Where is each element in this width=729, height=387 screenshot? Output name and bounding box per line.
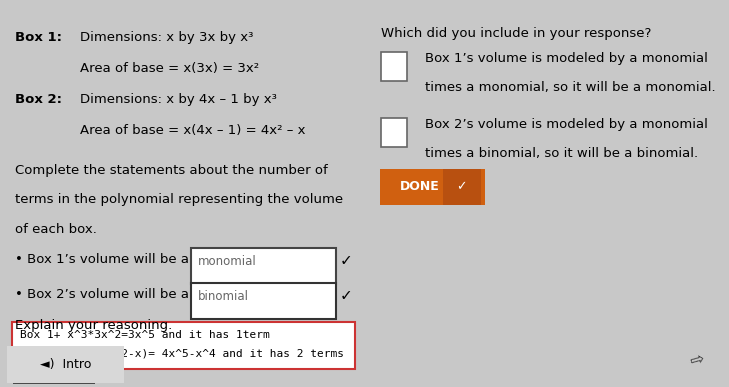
Text: ✓: ✓	[456, 180, 467, 193]
Text: Area of base = x(3x) = 3x²: Area of base = x(3x) = 3x²	[80, 62, 259, 75]
Text: Box 1’s volume is modeled by a monomial: Box 1’s volume is modeled by a monomial	[425, 52, 708, 65]
Text: times a monomial, so it will be a monomial.: times a monomial, so it will be a monomi…	[425, 81, 716, 94]
Text: ✓: ✓	[340, 288, 352, 303]
Text: monomial: monomial	[198, 255, 257, 269]
Text: COMPLETE: COMPLETE	[26, 369, 84, 379]
Bar	[381, 52, 407, 81]
Text: Box 1:: Box 1:	[15, 31, 61, 44]
Text: Which did you include in your response?: Which did you include in your response?	[381, 27, 652, 40]
Text: • Box 2’s volume will be a: • Box 2’s volume will be a	[15, 288, 192, 301]
Text: Box 1+ x^3*3x^2=3x^5 and it has 1term: Box 1+ x^3*3x^2=3x^5 and it has 1term	[20, 330, 270, 340]
Text: ✓: ✓	[340, 253, 352, 269]
Text: of each box.: of each box.	[15, 223, 96, 236]
Text: Dimensions: x by 4x – 1 by x³: Dimensions: x by 4x – 1 by x³	[80, 93, 277, 106]
Text: terms in the polynomial representing the volume: terms in the polynomial representing the…	[15, 194, 343, 207]
FancyBboxPatch shape	[12, 322, 355, 369]
FancyBboxPatch shape	[380, 169, 486, 205]
Text: times a binomial, so it will be a binomial.: times a binomial, so it will be a binomi…	[425, 147, 698, 160]
Text: Explain your reasoning.: Explain your reasoning.	[15, 319, 172, 332]
Text: Area of base = x(4x – 1) = 4x² – x: Area of base = x(4x – 1) = 4x² – x	[80, 124, 305, 137]
Text: Dimensions: x by 3x by x³: Dimensions: x by 3x by x³	[80, 31, 253, 44]
FancyBboxPatch shape	[13, 365, 95, 384]
Text: Box 2’s volume is modeled by a monomial: Box 2’s volume is modeled by a monomial	[425, 118, 708, 131]
Text: binomial: binomial	[198, 290, 249, 303]
Text: ◄)  Intro: ◄) Intro	[40, 358, 91, 371]
Text: Box 2+ x^3*(4x^2-x)= 4x^5-x^4 and it has 2 terms: Box 2+ x^3*(4x^2-x)= 4x^5-x^4 and it has…	[20, 348, 344, 358]
Text: ⬀: ⬀	[685, 349, 706, 372]
Bar	[381, 118, 407, 147]
Text: • Box 1’s volume will be a: • Box 1’s volume will be a	[15, 253, 192, 267]
FancyBboxPatch shape	[443, 169, 480, 205]
FancyBboxPatch shape	[190, 283, 336, 319]
Text: DONE: DONE	[399, 180, 440, 193]
Text: Box 2:: Box 2:	[15, 93, 61, 106]
Text: Complete the statements about the number of: Complete the statements about the number…	[15, 164, 327, 178]
FancyBboxPatch shape	[3, 345, 128, 385]
FancyBboxPatch shape	[190, 248, 336, 284]
